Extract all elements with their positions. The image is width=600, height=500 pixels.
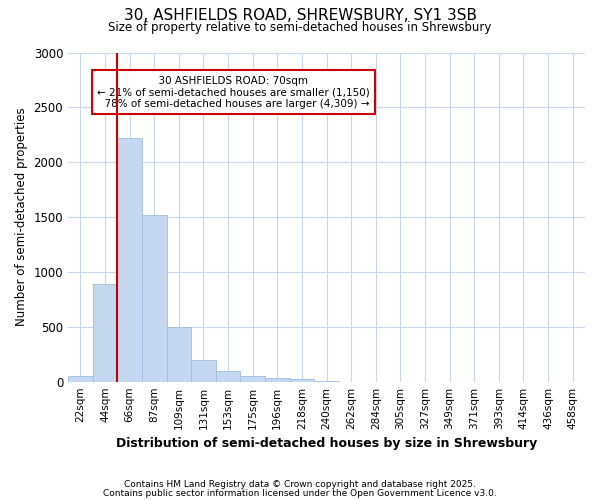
Bar — [167, 327, 191, 382]
Text: 30, ASHFIELDS ROAD, SHREWSBURY, SY1 3SB: 30, ASHFIELDS ROAD, SHREWSBURY, SY1 3SB — [124, 8, 476, 22]
Text: Contains public sector information licensed under the Open Government Licence v3: Contains public sector information licen… — [103, 488, 497, 498]
Bar — [142, 215, 167, 382]
Text: 30 ASHFIELDS ROAD: 70sqm  
← 21% of semi-detached houses are smaller (1,150)
  7: 30 ASHFIELDS ROAD: 70sqm ← 21% of semi-d… — [97, 76, 370, 108]
Y-axis label: Number of semi-detached properties: Number of semi-detached properties — [15, 108, 28, 326]
Text: Contains HM Land Registry data © Crown copyright and database right 2025.: Contains HM Land Registry data © Crown c… — [124, 480, 476, 489]
Bar — [68, 376, 92, 382]
Bar — [191, 360, 216, 382]
Bar — [117, 138, 142, 382]
Bar — [314, 380, 339, 382]
Bar — [290, 380, 314, 382]
Bar — [216, 370, 241, 382]
X-axis label: Distribution of semi-detached houses by size in Shrewsbury: Distribution of semi-detached houses by … — [116, 437, 537, 450]
Text: Size of property relative to semi-detached houses in Shrewsbury: Size of property relative to semi-detach… — [109, 21, 491, 34]
Bar — [241, 376, 265, 382]
Bar — [265, 378, 290, 382]
Bar — [92, 284, 117, 382]
